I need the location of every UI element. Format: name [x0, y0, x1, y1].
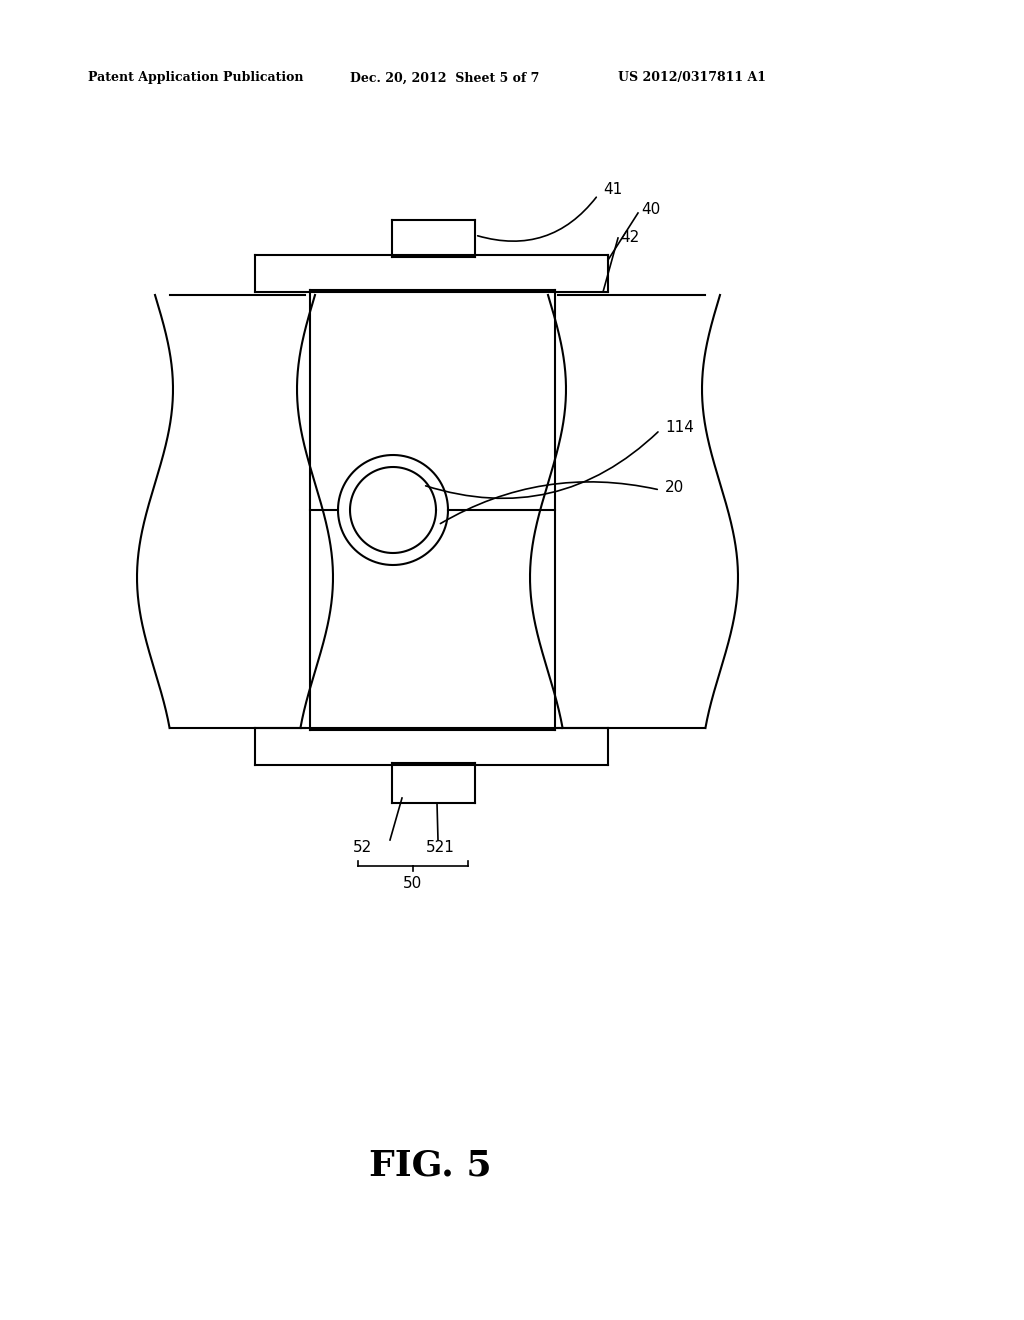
Text: 52: 52 — [352, 841, 372, 855]
Text: 50: 50 — [403, 876, 423, 891]
Text: 114: 114 — [665, 421, 694, 436]
Text: US 2012/0317811 A1: US 2012/0317811 A1 — [618, 71, 766, 84]
Text: 42: 42 — [620, 231, 639, 246]
Text: 20: 20 — [665, 480, 684, 495]
Text: FIG. 5: FIG. 5 — [369, 1148, 492, 1181]
Text: Patent Application Publication: Patent Application Publication — [88, 71, 303, 84]
Text: 521: 521 — [426, 841, 455, 855]
Text: Dec. 20, 2012  Sheet 5 of 7: Dec. 20, 2012 Sheet 5 of 7 — [350, 71, 540, 84]
Text: 40: 40 — [641, 202, 660, 218]
Text: 41: 41 — [603, 182, 623, 198]
